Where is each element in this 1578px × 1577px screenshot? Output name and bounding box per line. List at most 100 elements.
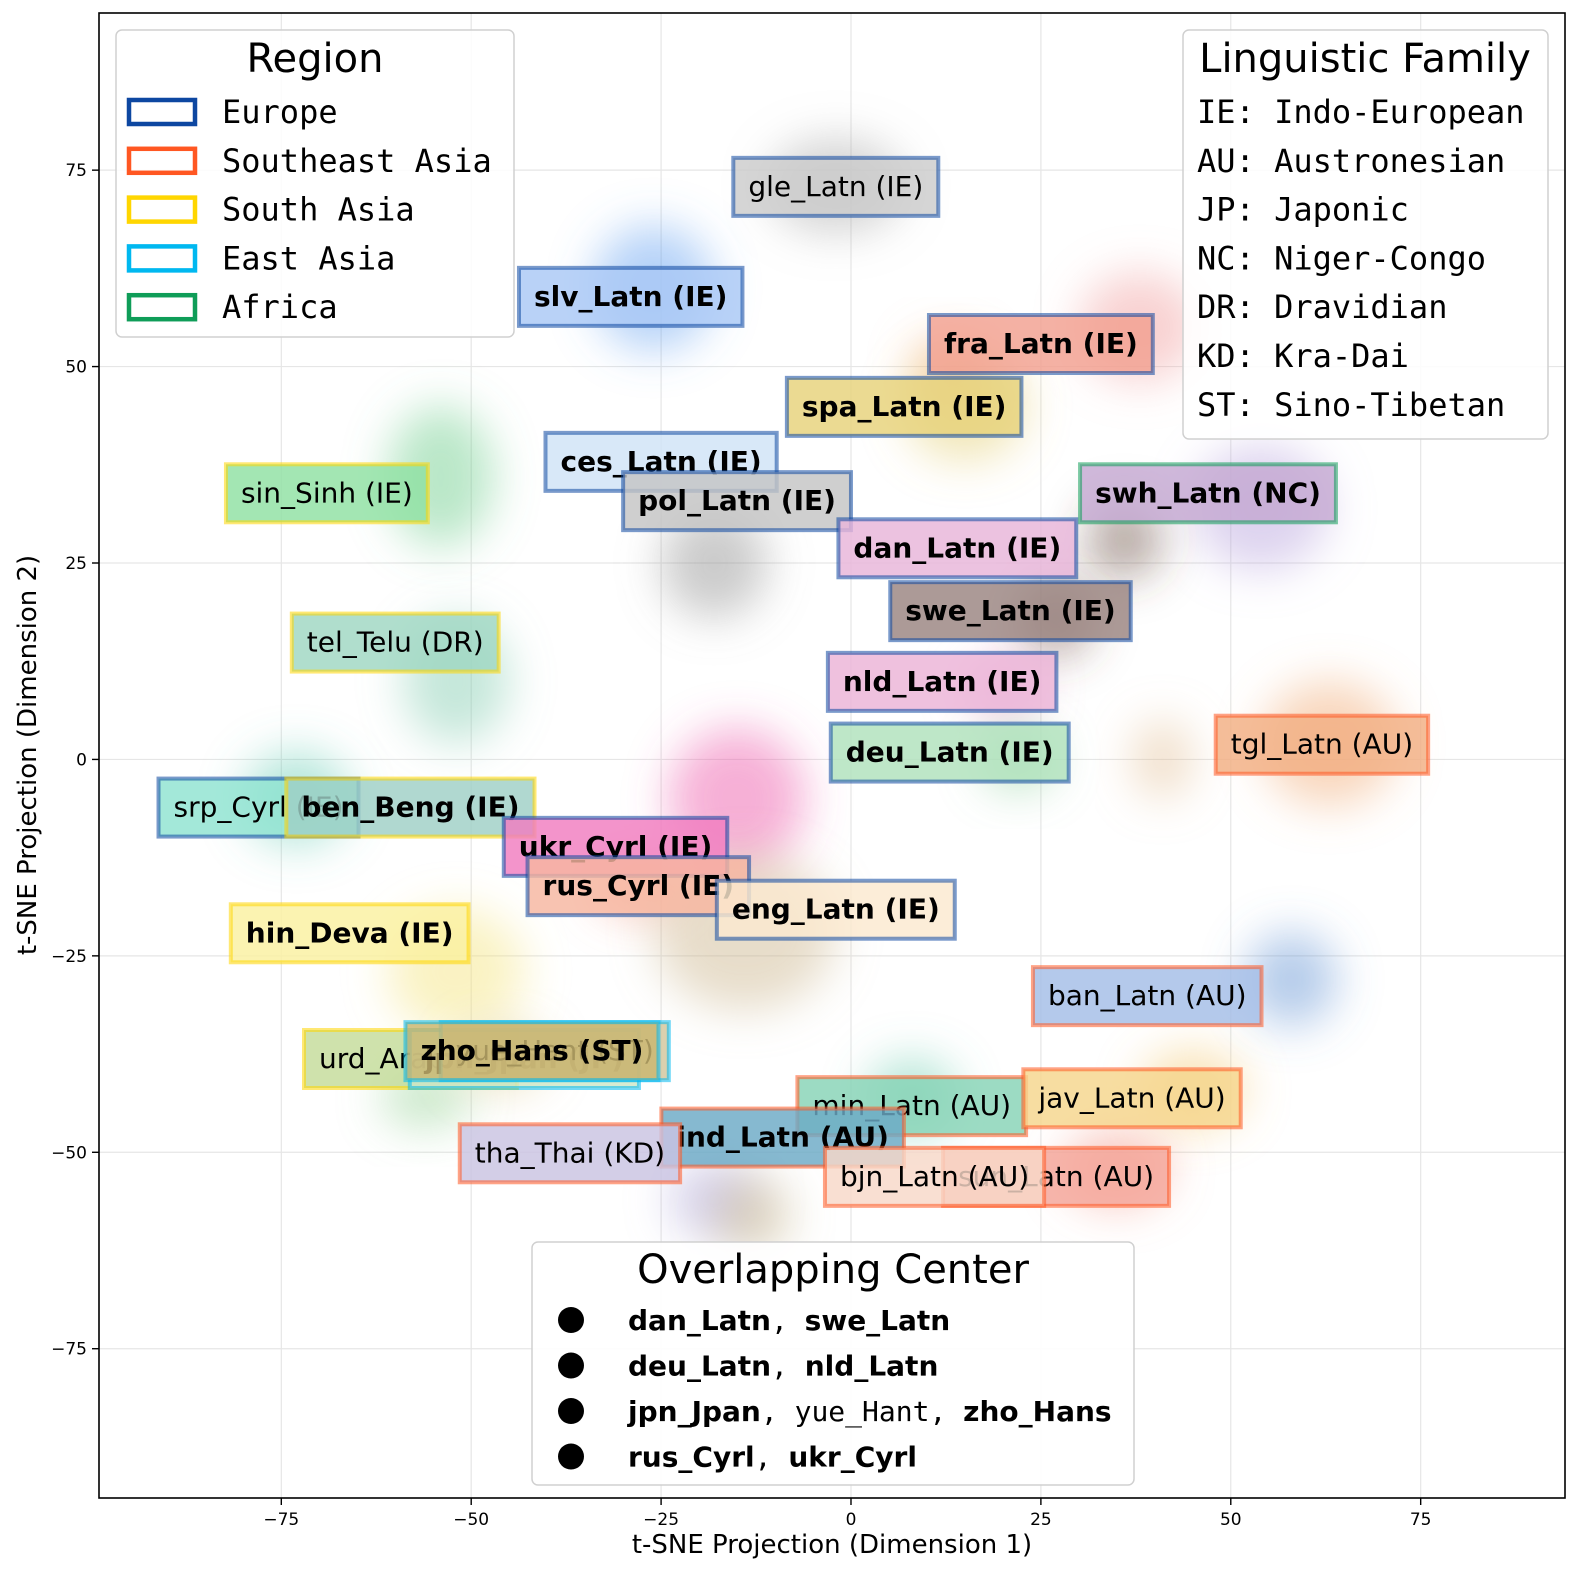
region-legend-label: South Asia — [222, 191, 415, 229]
density-blob — [661, 508, 768, 618]
language-label-text: dan_Latn (IE) — [853, 531, 1061, 564]
language-label-box — [223, 462, 430, 525]
overlap-row-segment: nld_Latn — [805, 1350, 939, 1383]
language-label: tgl_Latn (AU) — [1213, 713, 1431, 776]
language-label: spa_Latn (IE) — [784, 375, 1024, 438]
y-tick-label: 0 — [76, 750, 87, 770]
language-label-text: jav_Latn (AU) — [1037, 1081, 1225, 1114]
overlap-row-segment: jpn_Jpan — [627, 1395, 761, 1428]
language-label-text: nld_Latn (IE) — [843, 665, 1042, 698]
overlap-bullet — [558, 1352, 584, 1379]
region-legend-label: Southeast Asia — [222, 142, 492, 180]
language-label-text: fra_Latn (IE) — [944, 327, 1138, 360]
family-legend-label: ST: Sino-Tibetan — [1197, 386, 1505, 424]
overlap-row-text: dan_Latn, swe_Latn — [628, 1304, 950, 1337]
density-blob — [1245, 932, 1338, 1027]
language-label-box — [836, 517, 1079, 580]
y-tick-label: −75 — [51, 1340, 87, 1360]
region-legend-label: East Asia — [222, 239, 395, 277]
language-label: tha_Thai (KD) — [457, 1122, 683, 1185]
region-swatch — [126, 292, 198, 322]
language-label: pol_Latn (IE) — [621, 470, 853, 533]
overlap-bullet — [558, 1307, 584, 1333]
overlap-row-segment: , — [771, 1350, 805, 1383]
language-label: sin_Sinh (IE) — [223, 462, 430, 525]
language-label-text: ban_Latn (AU) — [1048, 979, 1247, 1012]
region-swatch — [126, 195, 198, 224]
y-tick-label: 75 — [65, 161, 87, 181]
language-label-box — [403, 1020, 661, 1083]
language-label: swh_Latn (NC) — [1078, 462, 1338, 525]
overlap-row-segment: rus_Cyrl — [628, 1441, 755, 1474]
overlap-legend: Overlapping Center dan_Latn, swe_Latndeu… — [531, 1241, 1135, 1486]
language-label: fra_Latn (IE) — [926, 313, 1155, 375]
overlap-bullet — [558, 1398, 584, 1424]
family-legend-label: JP: Japonic — [1197, 191, 1409, 229]
region-swatch — [126, 244, 198, 273]
language-label-box — [1213, 713, 1431, 776]
plot-frame — [98, 12, 1566, 1499]
y-tick-label: 25 — [65, 554, 87, 574]
language-label-box — [731, 155, 941, 218]
region-legend: Region Europe Southeast Asia South Asia Eas… — [115, 29, 515, 338]
language-label-text: tgl_Latn (AU) — [1231, 728, 1413, 761]
language-label-box — [284, 776, 537, 839]
language-label-text: spa_Latn (IE) — [802, 390, 1007, 423]
family-legend-label: KD: Kra-Dai — [1197, 337, 1409, 375]
language-label-text: swe_Latn (IE) — [905, 594, 1115, 627]
language-label-text: ben_Beng (IE) — [301, 791, 519, 824]
language-label: ben_Beng (IE) — [284, 776, 537, 839]
overlap-row-segment: , — [761, 1395, 795, 1428]
language-label-text: tel_Telu (DR) — [307, 626, 484, 659]
family-legend-label: IE: Indo-European — [1197, 93, 1525, 131]
language-label: jav_Latn (AU) — [1021, 1067, 1243, 1130]
language-label-text: slv_Latn (IE) — [534, 280, 727, 313]
language-label-text: eng_Latn (IE) — [732, 893, 940, 926]
overlap-row-segment: ukr_Cyrl — [788, 1441, 917, 1474]
region-legend-label: Africa — [222, 288, 338, 326]
overlap-row-segment: zho_Hans — [963, 1395, 1111, 1428]
density-blob — [1132, 720, 1193, 799]
region-legend-title: Region — [247, 36, 384, 82]
y-tick-label: −25 — [51, 947, 87, 967]
language-label-box — [714, 878, 957, 941]
language-label: zho_Hans (ST) — [403, 1020, 661, 1083]
y-axis-label: t-SNE Projection (Dimension 2) — [13, 555, 43, 955]
region-legend-frame — [115, 29, 515, 338]
overlap-row-segment: yue_Hant — [795, 1395, 930, 1429]
overlap-row-text: rus_Cyrl, ukr_Cyrl — [628, 1441, 917, 1474]
language-label: slv_Latn (IE) — [516, 265, 745, 328]
language-label-text: zho_Hans (ST) — [420, 1034, 643, 1067]
x-tick-label: 50 — [1220, 1510, 1242, 1530]
language-label-box — [784, 375, 1024, 438]
family-legend-label: DR: Dravidian — [1197, 288, 1447, 326]
language-label: ban_Latn (AU) — [1030, 965, 1264, 1028]
x-axis-label: t-SNE Projection (Dimension 1) — [632, 1530, 1032, 1560]
language-label-box — [822, 1145, 1047, 1208]
language-label-text: pol_Latn (IE) — [638, 484, 836, 517]
region-swatch — [126, 97, 198, 127]
language-label-box — [621, 470, 853, 533]
overlap-row-text: jpn_Jpan, yue_Hant, zho_Hans — [627, 1395, 1112, 1429]
language-label-box — [1021, 1067, 1243, 1130]
language-label: bjn_Latn (AU) — [822, 1145, 1047, 1208]
overlap-legend-title: Overlapping Center — [637, 1247, 1029, 1293]
language-label-box — [228, 902, 471, 965]
overlap-row-text: deu_Latn, nld_Latn — [628, 1350, 938, 1383]
x-tick-label: −75 — [263, 1510, 299, 1530]
language-label: nld_Latn (IE) — [825, 650, 1059, 713]
language-label: rus_Cyrl (IE) — [525, 855, 752, 918]
language-label-text: swh_Latn (NC) — [1095, 476, 1321, 509]
x-tick-label: 25 — [1030, 1510, 1052, 1530]
x-tick-label: −25 — [643, 1510, 679, 1530]
overlap-row-segment: deu_Latn — [628, 1350, 771, 1383]
family-legend-label: NC: Niger-Congo — [1197, 239, 1486, 277]
family-legend-frame — [1182, 29, 1549, 440]
language-labels: gle_Latn (IE) slv_Latn (IE) fra_Latn (IE) s… — [156, 155, 1431, 1208]
language-label-box — [926, 313, 1155, 375]
language-label-text: hin_Deva (IE) — [246, 916, 454, 949]
language-label-text: deu_Latn (IE) — [846, 736, 1054, 769]
language-label-box — [1078, 462, 1338, 525]
overlap-row-segment: , — [929, 1395, 963, 1428]
language-label: eng_Latn (IE) — [714, 878, 957, 941]
